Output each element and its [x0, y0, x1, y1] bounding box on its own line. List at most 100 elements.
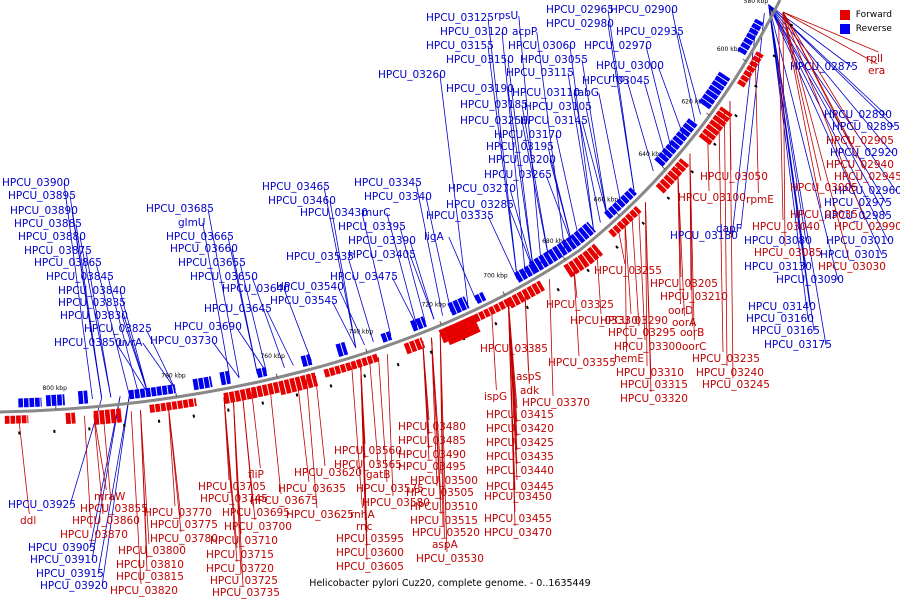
leader-line: [724, 108, 728, 367]
leader-line: [768, 4, 897, 192]
reverse-gene-label: HPCU_03660: [170, 243, 238, 255]
forward-gene-feature: [305, 373, 314, 389]
forward-gene-feature: [250, 386, 258, 399]
forward-gene-label: HPCU_03725: [210, 575, 278, 587]
forward-gene-feature: [438, 328, 449, 344]
reverse-gene-feature: [751, 22, 762, 32]
forward-gene-feature: [414, 338, 423, 351]
tick-label: 600 kbp: [717, 46, 742, 53]
position-marker: [690, 169, 695, 174]
reverse-gene-feature: [208, 376, 213, 388]
forward-gene-feature: [563, 263, 575, 278]
position-marker: [641, 221, 645, 226]
forward-gene-feature: [568, 260, 580, 275]
leader-line: [202, 222, 231, 380]
reverse-gene-feature: [518, 268, 529, 281]
reverse-gene-feature: [552, 245, 563, 260]
reverse-gene-label: HPCU_03900: [2, 177, 70, 189]
reverse-gene-feature: [711, 80, 725, 92]
leader-line: [624, 221, 627, 353]
forward-gene-label: HPCU_03005: [790, 182, 858, 194]
forward-gene-feature: [334, 365, 342, 375]
leader-line: [102, 414, 112, 503]
label-leader-lines: [18, 4, 897, 587]
reverse-gene-feature: [705, 89, 719, 101]
reverse-gene-feature: [661, 147, 673, 159]
position-marker: [586, 268, 590, 273]
reverse-gene-feature: [668, 139, 681, 151]
forward-gene-feature: [493, 303, 501, 313]
reverse-gene-feature: [479, 291, 487, 302]
reverse-gene-label: HPCU_03150: [446, 54, 514, 66]
leader-line: [657, 65, 684, 137]
leader-line: [778, 20, 784, 221]
forward-gene-label: HPCU_03635: [278, 483, 346, 495]
reverse-gene-feature: [40, 397, 42, 407]
leader-line: [598, 92, 622, 204]
tick-label: 800 kbp: [42, 385, 67, 392]
leader-line: [768, 4, 815, 332]
reverse-gene-feature: [134, 389, 140, 399]
reverse-gene-label: HPCU_03895: [8, 190, 76, 202]
reverse-gene-feature: [582, 223, 594, 237]
forward-gene-feature: [633, 206, 642, 215]
reverse-gene-label: HPCU_03640: [222, 283, 290, 295]
reverse-gene-label: HPCU_02970: [584, 40, 652, 52]
leader-line: [306, 378, 318, 509]
reverse-gene-feature: [701, 93, 716, 105]
reverse-gene-feature: [452, 299, 462, 314]
leader-line: [84, 415, 92, 529]
leader-line: [718, 116, 724, 353]
forward-gene-feature: [516, 291, 526, 303]
leader-line: [448, 236, 477, 301]
leader-line: [677, 167, 681, 305]
forward-gene-label: HPCU_03620: [294, 467, 362, 479]
reverse-gene-label: HPCU_03265: [484, 169, 552, 181]
forward-gene-label: mraW: [94, 491, 126, 503]
forward-gene-feature: [655, 182, 667, 194]
forward-gene-feature: [350, 360, 358, 370]
reverse-gene-feature: [675, 131, 688, 142]
reverse-gene-feature: [306, 354, 313, 366]
reverse-gene-feature: [717, 71, 731, 82]
reverse-gene-label: HPCU_02920: [830, 147, 898, 159]
reverse-gene-label: acpP: [512, 26, 537, 38]
reverse-gene-label: HPCU_03920: [40, 580, 108, 592]
reverse-gene-feature: [748, 27, 759, 36]
leader-line: [130, 411, 142, 585]
leader-line: [782, 11, 878, 65]
reverse-gene-feature: [737, 46, 748, 56]
forward-gene-label: HPCU_03515: [410, 515, 478, 527]
reverse-gene-label: HPCU_03835: [58, 297, 126, 309]
reverse-gene-label: HPCU_03060: [508, 40, 576, 52]
reverse-swatch: [839, 24, 850, 34]
leader-line: [782, 11, 866, 221]
leader-line: [507, 59, 534, 271]
reverse-gene-feature: [150, 387, 157, 397]
forward-gene-feature: [4, 415, 10, 424]
reverse-gene-feature: [620, 194, 630, 205]
leader-line: [107, 276, 139, 395]
leader-line: [782, 11, 822, 182]
reverse-gene-label: HPCU_03885: [14, 218, 82, 230]
reverse-gene-label: HPCU_03105: [524, 101, 592, 113]
forward-gene-label: era: [868, 65, 885, 77]
reverse-gene-feature: [139, 388, 146, 398]
forward-gene-feature: [705, 123, 720, 136]
forward-gene-label: HPCU_03100: [678, 192, 746, 204]
forward-gene-label: HPCU_02905: [826, 135, 894, 147]
forward-gene-feature: [443, 315, 481, 346]
forward-gene-label: aspA: [432, 539, 459, 551]
reverse-gene-label: HPCU_03130: [744, 261, 812, 273]
forward-gene-feature: [256, 385, 264, 398]
forward-gene-label: HPCU_02940: [826, 159, 894, 171]
forward-gene-label: HPCU_03480: [398, 421, 466, 433]
reverse-gene-label: HPCU_03185: [460, 99, 528, 111]
forward-gene-feature: [65, 412, 71, 425]
genome-backbone-arc: [0, 0, 782, 414]
reverse-gene-label: HPCU_02960: [834, 185, 900, 197]
position-marker: [666, 196, 671, 200]
forward-gene-label: HPCU_03330: [570, 315, 638, 327]
reverse-gene-feature: [172, 384, 176, 394]
reverse-gene-feature: [51, 394, 57, 406]
